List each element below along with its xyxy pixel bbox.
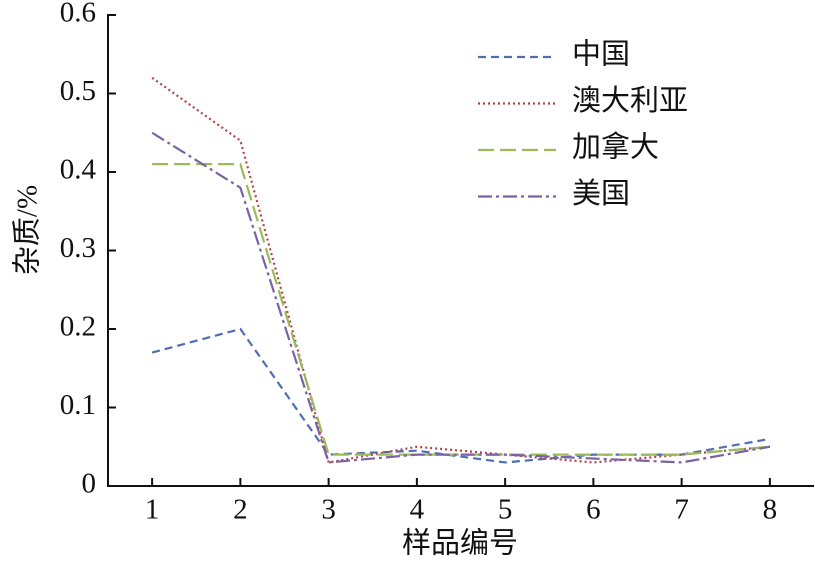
x-tick-label: 4 [410, 494, 425, 526]
legend-label: 中国 [572, 38, 630, 71]
x-tick-label: 3 [321, 494, 336, 526]
legend-label: 加拿大 [572, 131, 659, 164]
x-tick-label: 1 [145, 494, 160, 526]
legend-label: 澳大利亚 [572, 84, 688, 117]
x-tick-label: 7 [674, 494, 689, 526]
y-tick-label: 0.6 [60, 0, 96, 29]
y-tick-label: 0.3 [60, 232, 96, 264]
series-line [151, 131, 771, 464]
x-tick-label: 6 [586, 494, 601, 526]
series-line [151, 327, 771, 464]
y-tick-label: 0.1 [60, 389, 96, 421]
y-axis-label: 杂质/% [11, 185, 44, 275]
y-tick-label: 0.4 [60, 154, 97, 186]
legend-label: 美国 [572, 177, 630, 210]
series-line [152, 163, 770, 456]
y-tick-label: 0.5 [60, 75, 96, 107]
y-tick-label: 0 [82, 468, 97, 500]
x-tick-label: 2 [233, 494, 248, 526]
y-tick-label: 0.2 [60, 311, 96, 343]
x-axis-label: 样品编号 [402, 527, 518, 560]
x-tick-label: 5 [498, 494, 513, 526]
series-line [151, 76, 770, 464]
x-tick-label: 8 [763, 494, 778, 526]
